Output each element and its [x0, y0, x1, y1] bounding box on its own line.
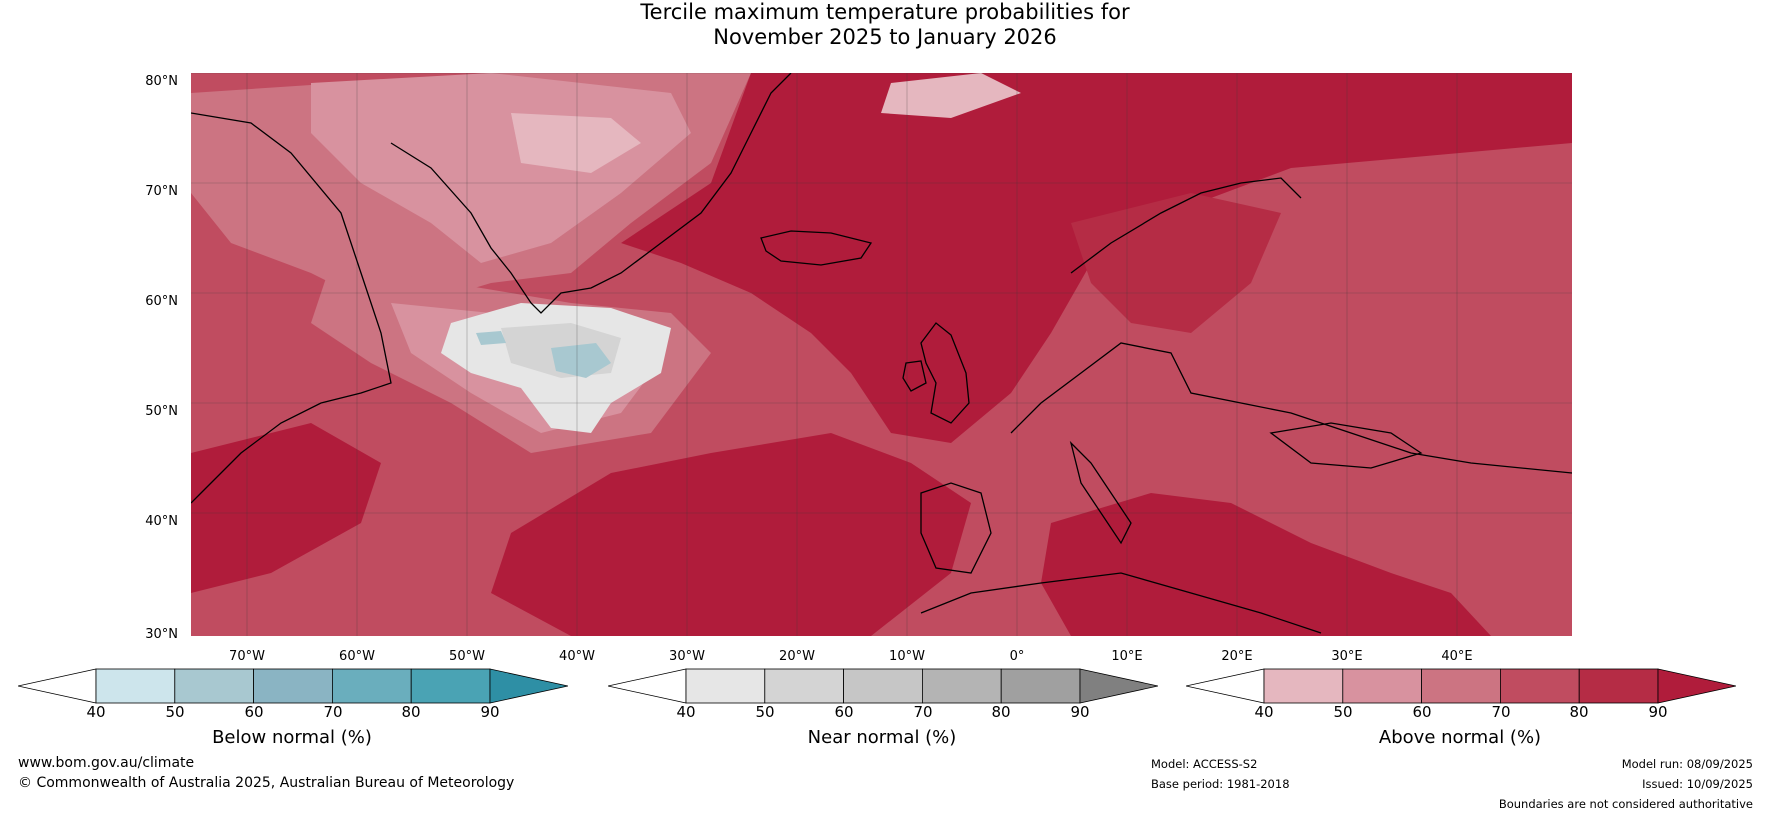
- coast-iceland: [760, 230, 873, 266]
- colorbar-segment: [1499, 668, 1580, 704]
- colorbar-segment: [843, 668, 923, 704]
- colorbar-extend-low: [608, 668, 687, 704]
- colorbar-segment: [95, 668, 176, 704]
- colorbar-tick: 80: [991, 703, 1011, 721]
- lat-label-70n: 70°N: [145, 184, 178, 199]
- lat-label-30n: 30°N: [145, 627, 178, 642]
- colorbar-tick: 60: [834, 703, 854, 721]
- colorbar-segment: [174, 668, 255, 704]
- coast-black-sea: [1269, 422, 1423, 469]
- colorbar-segment: [1000, 668, 1081, 704]
- colorbar-extend-high: [1079, 668, 1158, 704]
- colorbar-segment: [685, 668, 766, 704]
- coast-uk: [920, 322, 970, 424]
- colorbar-segment: [1342, 668, 1423, 704]
- colorbar-below: [18, 668, 568, 704]
- map-canvas: [191, 73, 1572, 636]
- map-title: Tercile maximum temperature probabilitie…: [0, 0, 1770, 50]
- colorbar-tick: 60: [1412, 703, 1432, 721]
- coast-canada: [191, 112, 392, 504]
- colorbar-segment: [1263, 668, 1344, 704]
- colorbar-below-label: Below normal (%): [212, 727, 372, 748]
- colorbar-above-label: Above normal (%): [1378, 727, 1542, 748]
- colorbar-segment: [253, 668, 333, 704]
- coast-north-africa: [920, 572, 1322, 634]
- region-scandinavia: [1071, 193, 1281, 333]
- colorbar-above: [1186, 668, 1736, 704]
- coast-iberia: [920, 482, 992, 574]
- colorbar-tick: 40: [1254, 703, 1274, 721]
- colorbar-segment: [1421, 668, 1501, 704]
- lon-label-40w: 40°W: [559, 649, 595, 664]
- colorbar-segment: [1578, 668, 1659, 704]
- coast-norway: [1070, 177, 1302, 274]
- region-nw-light: [881, 73, 1021, 118]
- region-west-high: [191, 423, 381, 593]
- colorbar-tick: 90: [480, 703, 500, 721]
- colorbar-segment: [410, 668, 491, 704]
- footer-model: Model: ACCESS-S2: [1151, 757, 1258, 771]
- lon-label-70w: 70°W: [229, 649, 265, 664]
- colorbar-tick: 90: [1648, 703, 1668, 721]
- coast-italy: [1069, 440, 1132, 545]
- region-greenland-lightest: [511, 113, 641, 173]
- lon-label-20e: 20°E: [1221, 649, 1253, 664]
- region-below-normal-1: [551, 343, 611, 378]
- colorbar-segment: [921, 668, 1002, 704]
- colorbar-tick: 80: [1569, 703, 1589, 721]
- colorbar-extend-high: [1657, 668, 1736, 704]
- lon-label-40e: 40°E: [1441, 649, 1473, 664]
- coast-europe: [1010, 342, 1572, 474]
- region-below-normal-2: [476, 331, 506, 345]
- lon-label-30e: 30°E: [1331, 649, 1363, 664]
- colorbar-tick: 70: [323, 703, 343, 721]
- title-line-1: Tercile maximum temperature probabilitie…: [640, 0, 1130, 24]
- lon-label-10e: 10°E: [1111, 649, 1143, 664]
- colorbar-near: [608, 668, 1158, 704]
- footer-copyright: © Commonwealth of Australia 2025, Austra…: [18, 775, 515, 791]
- region-mediterranean-high: [1041, 493, 1491, 636]
- graticule: [191, 73, 1572, 636]
- colorbar-extend-low: [18, 668, 97, 704]
- coast-ireland: [902, 360, 927, 392]
- colorbar-extend-low: [1186, 668, 1265, 704]
- lon-label-50w: 50°W: [449, 649, 485, 664]
- lon-label-30w: 30°W: [669, 649, 705, 664]
- lat-label-80n: 80°N: [145, 74, 178, 89]
- coast-greenland: [390, 73, 792, 314]
- colorbar-tick: 60: [244, 703, 264, 721]
- colorbar-segment: [331, 668, 412, 704]
- colorbar-tick: 70: [913, 703, 933, 721]
- lat-label-50n: 50°N: [145, 404, 178, 419]
- coastlines: [191, 73, 1572, 634]
- colorbar-tick: 70: [1491, 703, 1511, 721]
- colorbar-tick: 50: [1333, 703, 1353, 721]
- footer-model-run: Model run: 08/09/2025: [1621, 757, 1753, 771]
- colorbar-tick: 90: [1070, 703, 1090, 721]
- footer-website: www.bom.gov.au/climate: [18, 755, 195, 771]
- colorbar-segment: [764, 668, 845, 704]
- colorbar-tick: 40: [86, 703, 106, 721]
- footer-disclaimer: Boundaries are not considered authoritat…: [1498, 797, 1753, 811]
- colorbar-extend-high: [489, 668, 568, 704]
- colorbar-tick: 80: [401, 703, 421, 721]
- probability-map: [191, 73, 1572, 636]
- colorbar-near-label: Near normal (%): [807, 727, 957, 748]
- lat-label-60n: 60°N: [145, 294, 178, 309]
- lon-label-60w: 60°W: [339, 649, 375, 664]
- title-line-2: November 2025 to January 2026: [713, 25, 1057, 49]
- lon-label-0: 0°: [1009, 649, 1025, 664]
- region-central-atlantic-high: [491, 433, 971, 636]
- lon-label-10w: 10°W: [889, 649, 925, 664]
- colorbar-tick: 50: [165, 703, 185, 721]
- lon-label-20w: 20°W: [779, 649, 815, 664]
- colorbar-tick: 40: [676, 703, 696, 721]
- footer-base-period: Base period: 1981-2018: [1151, 777, 1290, 791]
- footer-issued: Issued: 10/09/2025: [1642, 777, 1753, 791]
- colorbar-tick: 50: [755, 703, 775, 721]
- lat-label-40n: 40°N: [145, 514, 178, 529]
